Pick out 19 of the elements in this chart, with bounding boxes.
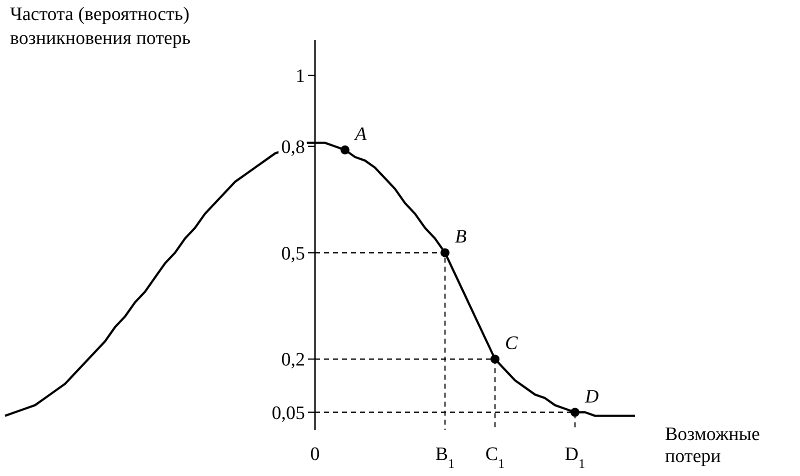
y-axis-title: Частота (вероятность) возникновения потерь <box>10 4 191 49</box>
y-tick-label: 0,8 <box>281 137 305 158</box>
annotation: B <box>455 226 467 248</box>
x-tick-label: 0 <box>310 444 320 465</box>
point <box>490 354 500 364</box>
annotation: C <box>505 333 518 354</box>
point <box>440 248 450 258</box>
y-tick-label: 1 <box>296 66 305 88</box>
point <box>570 408 580 417</box>
y-tick-label: 0,05 <box>272 402 305 424</box>
x-tick-label: C$_{1}$ <box>485 444 505 470</box>
x-tick-label: B$_{1}$ <box>435 444 455 470</box>
x-axis-title: Возможные потери <box>665 424 760 467</box>
y-tick-label: 0,5 <box>281 243 305 264</box>
annotation: D <box>584 386 599 408</box>
x-tick-label: D$_{1}$ <box>564 444 586 470</box>
annotation: A <box>353 124 367 145</box>
y-tick-label: 0,2 <box>281 350 305 371</box>
point <box>340 145 350 154</box>
